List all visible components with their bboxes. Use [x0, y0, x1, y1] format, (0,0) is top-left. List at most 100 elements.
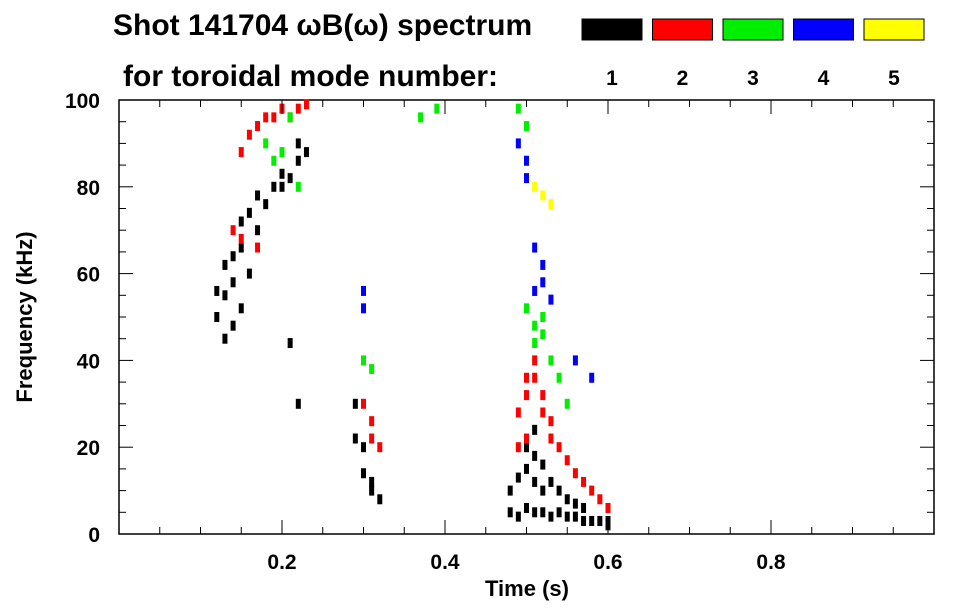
- x-axis-label: Time (s): [485, 576, 569, 601]
- data-point-mode-3: [556, 372, 562, 383]
- data-point-mode-3: [271, 155, 277, 166]
- data-point-mode-2: [597, 494, 603, 505]
- data-point-mode-2: [255, 242, 261, 253]
- data-point-mode-1: [589, 515, 595, 526]
- data-point-mode-2: [263, 112, 269, 123]
- data-point-mode-2: [303, 99, 309, 110]
- data-point-mode-3: [287, 112, 293, 123]
- data-point-mode-4: [361, 285, 366, 296]
- data-point-mode-1: [279, 181, 285, 192]
- data-point-mode-2: [589, 485, 595, 496]
- data-point-mode-1: [540, 459, 546, 470]
- data-point-mode-1: [230, 277, 236, 288]
- data-point-mode-1: [515, 472, 521, 483]
- x-tick-label: 0.8: [756, 551, 786, 574]
- series-mode-5: [532, 181, 554, 210]
- data-point-mode-1: [222, 290, 228, 301]
- data-point-mode-4: [524, 155, 529, 166]
- data-point-mode-1: [361, 468, 366, 479]
- data-point-mode-2: [515, 407, 521, 418]
- y-tick-label: 60: [77, 264, 100, 287]
- data-point-mode-1: [255, 190, 261, 201]
- data-point-mode-3: [515, 103, 521, 114]
- data-point-mode-4: [532, 242, 538, 253]
- data-point-mode-1: [263, 199, 269, 210]
- x-tick-label: 0.6: [593, 551, 622, 574]
- legend-label-mode-3: 3: [747, 67, 759, 90]
- data-point-mode-1: [515, 511, 521, 522]
- data-point-mode-2: [572, 468, 578, 479]
- data-point-mode-2: [238, 147, 244, 158]
- data-point-mode-1: [238, 303, 244, 314]
- data-point-mode-1: [222, 333, 228, 344]
- legend-label-mode-5: 5: [888, 67, 900, 90]
- data-point-mode-1: [564, 494, 570, 505]
- data-point-mode-3: [540, 329, 546, 340]
- data-point-mode-3: [263, 138, 269, 149]
- data-point-mode-1: [532, 450, 538, 461]
- data-point-mode-2: [524, 390, 529, 401]
- data-point-mode-2: [369, 416, 375, 427]
- data-point-mode-1: [597, 515, 603, 526]
- data-point-mode-1: [564, 511, 570, 522]
- data-point-mode-4: [515, 138, 521, 149]
- spectrum-data: [214, 99, 611, 531]
- y-tick-label: 100: [65, 90, 100, 113]
- data-point-mode-1: [377, 494, 383, 505]
- data-point-mode-1: [556, 507, 562, 518]
- data-point-mode-3: [548, 355, 554, 366]
- data-point-mode-2: [295, 103, 301, 114]
- data-point-mode-5: [548, 199, 554, 210]
- data-point-mode-3: [434, 103, 440, 114]
- data-point-mode-3: [532, 320, 538, 331]
- data-point-mode-1: [369, 485, 375, 496]
- legend-label-mode-1: 1: [606, 67, 618, 90]
- data-point-mode-2: [369, 433, 375, 444]
- data-point-mode-2: [548, 433, 554, 444]
- data-point-mode-1: [572, 511, 578, 522]
- data-point-mode-3: [532, 338, 538, 349]
- data-point-mode-2: [524, 372, 529, 383]
- data-point-mode-1: [246, 207, 252, 218]
- data-point-mode-4: [361, 303, 366, 314]
- data-point-mode-1: [572, 498, 578, 509]
- data-point-mode-4: [532, 285, 538, 296]
- series-mode-1: [214, 138, 611, 531]
- data-point-mode-1: [255, 225, 261, 236]
- data-point-mode-1: [581, 502, 587, 513]
- data-point-mode-2: [238, 233, 244, 244]
- data-point-mode-1: [556, 485, 562, 496]
- data-point-mode-5: [532, 181, 538, 192]
- data-point-mode-2: [548, 416, 554, 427]
- data-point-mode-2: [246, 129, 252, 140]
- data-point-mode-1: [507, 507, 513, 518]
- data-point-mode-4: [548, 294, 554, 305]
- data-point-mode-2: [361, 398, 366, 409]
- data-point-mode-1: [214, 312, 220, 322]
- data-point-mode-1: [303, 147, 309, 158]
- data-point-mode-2: [581, 476, 587, 487]
- data-point-mode-2: [515, 442, 521, 453]
- legend-title: for toroidal mode number:: [123, 60, 498, 93]
- series-mode-2: [230, 99, 611, 513]
- data-point-mode-1: [295, 398, 301, 409]
- legend-swatch-mode-5: [863, 18, 925, 41]
- data-point-mode-1: [532, 424, 538, 435]
- data-point-mode-1: [230, 320, 236, 331]
- data-point-mode-1: [246, 268, 252, 279]
- data-point-mode-1: [540, 485, 546, 496]
- data-point-mode-1: [287, 173, 293, 184]
- data-point-mode-3: [524, 121, 529, 132]
- data-point-mode-3: [279, 147, 285, 158]
- data-point-mode-2: [532, 372, 538, 383]
- data-point-mode-3: [295, 181, 301, 192]
- legend-label-mode-4: 4: [818, 67, 830, 90]
- data-point-mode-3: [564, 398, 570, 409]
- data-point-mode-3: [369, 364, 375, 375]
- legend-swatch-mode-2: [652, 18, 713, 41]
- series-mode-4: [361, 138, 595, 383]
- data-point-mode-1: [352, 433, 358, 444]
- data-point-mode-2: [255, 121, 261, 132]
- data-point-mode-3: [418, 112, 424, 123]
- data-point-mode-1: [352, 398, 358, 409]
